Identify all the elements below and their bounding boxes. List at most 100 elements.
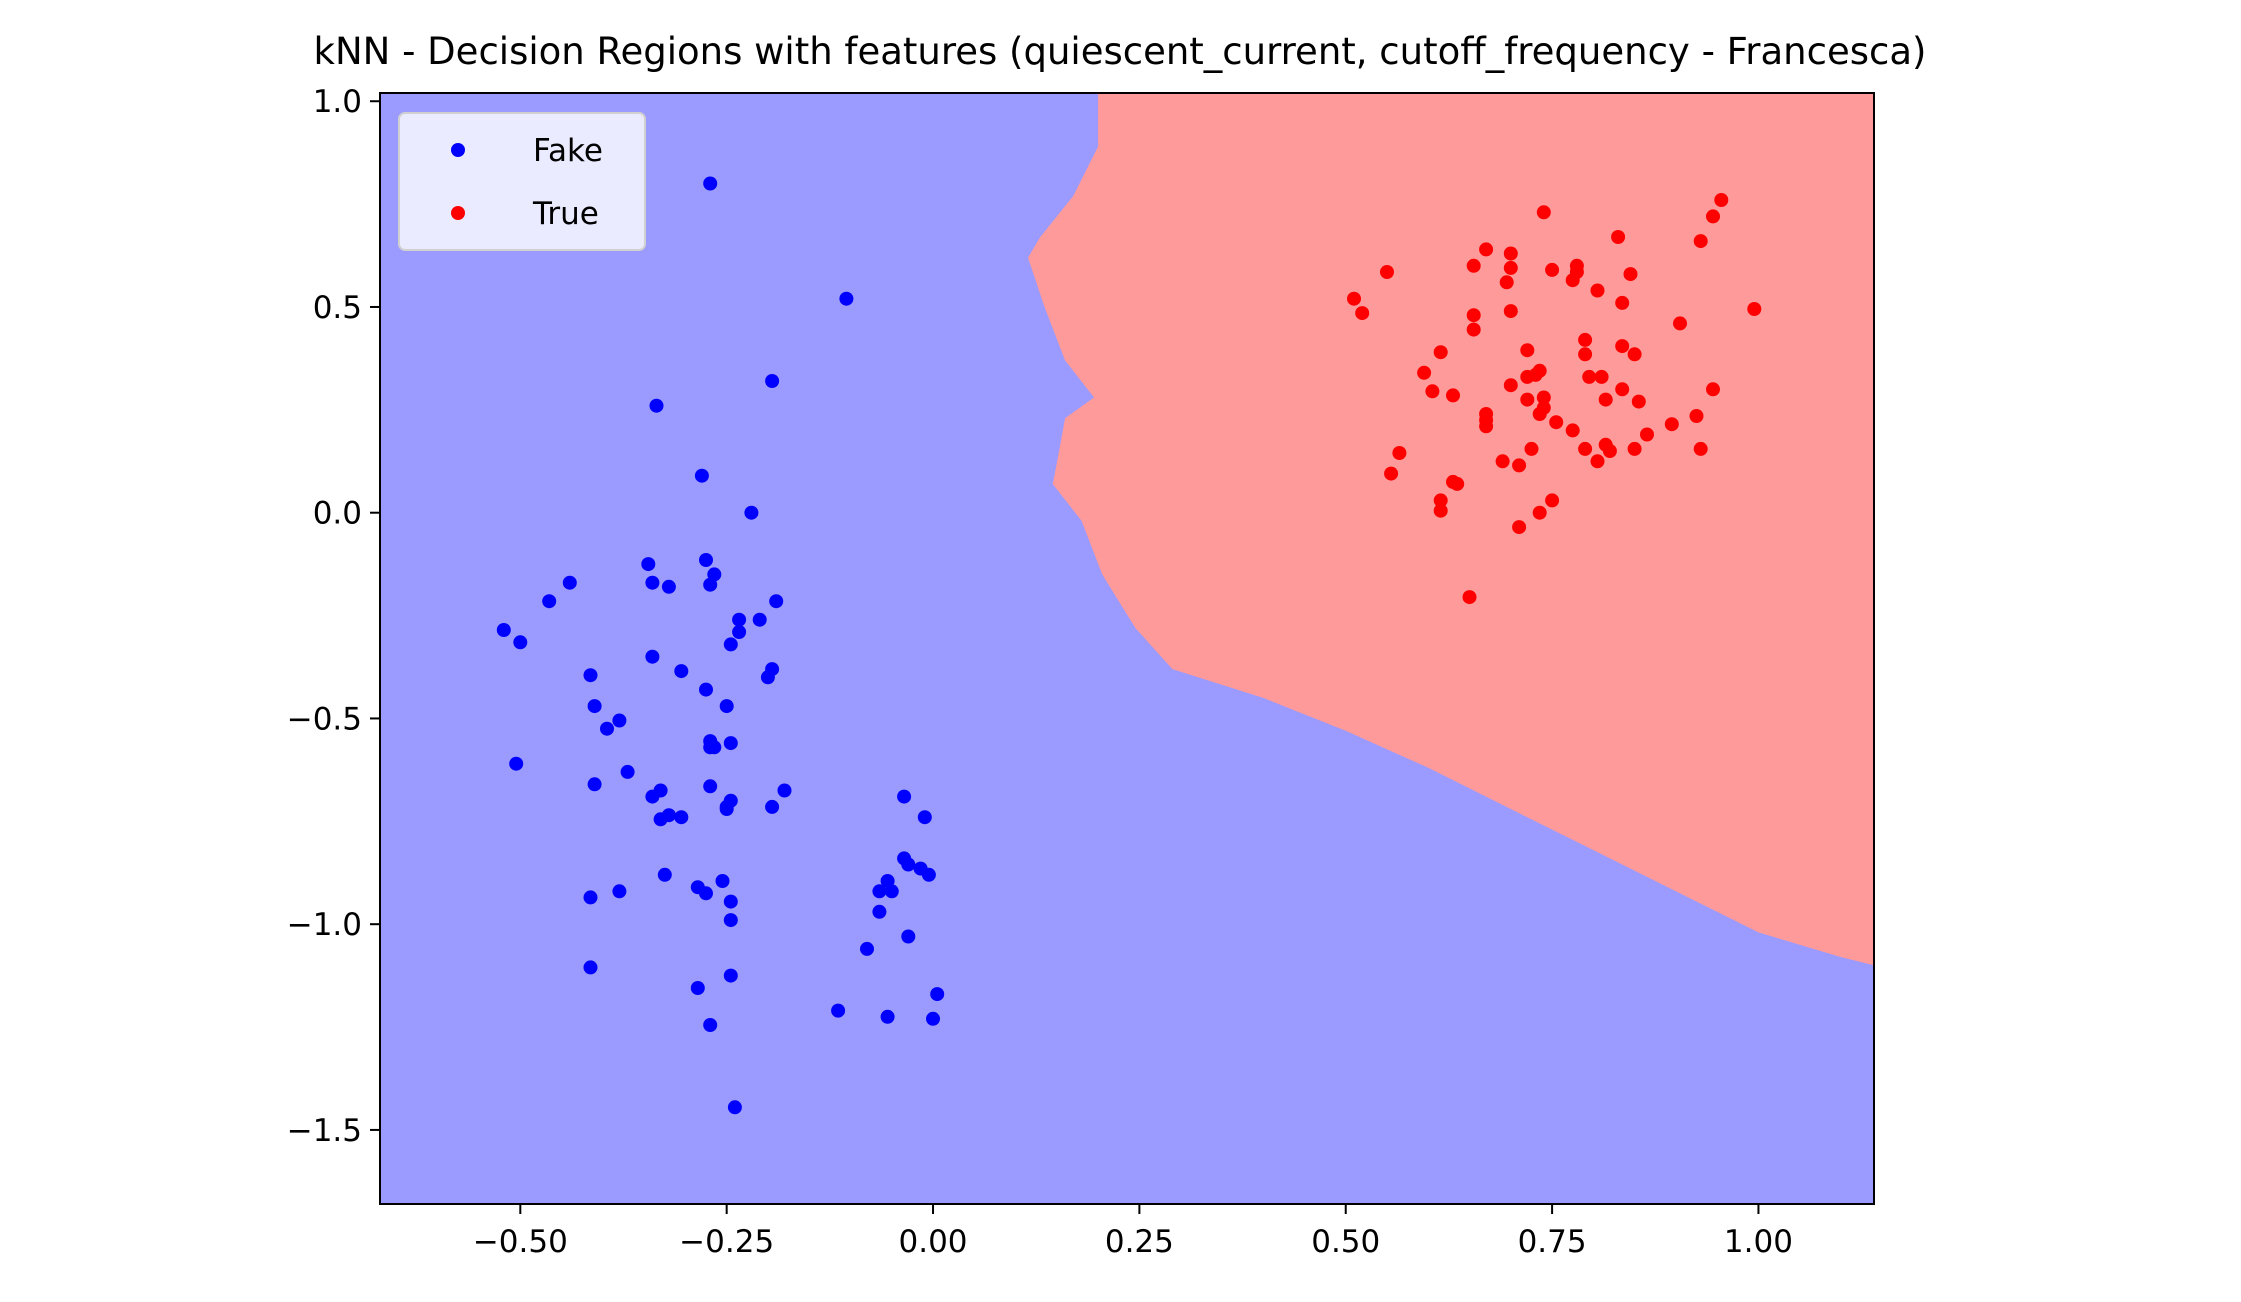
point-true-52 <box>1479 419 1494 434</box>
point-true-70 <box>1433 503 1448 518</box>
point-fake-28 <box>587 699 602 714</box>
point-fake-73 <box>831 1003 846 1018</box>
x-tick-label-6: 1.00 <box>1724 1224 1793 1260</box>
point-true-0 <box>1714 193 1729 207</box>
point-true-27 <box>1433 345 1448 360</box>
point-fake-58 <box>657 867 672 882</box>
decision-region-true <box>1028 93 1874 966</box>
point-true-58 <box>1524 441 1539 456</box>
point-true-69 <box>1433 493 1448 508</box>
point-fake-17 <box>752 612 767 627</box>
point-true-39 <box>1706 382 1720 397</box>
point-fake-19 <box>732 625 747 639</box>
point-true-34 <box>1532 363 1547 378</box>
point-true-33 <box>1417 365 1432 380</box>
x-tick-label-3: 0.25 <box>1105 1224 1174 1260</box>
point-fake-37 <box>620 764 635 779</box>
point-true-21 <box>1503 304 1518 319</box>
point-fake-25 <box>760 670 775 685</box>
point-fake-5 <box>744 505 759 520</box>
y-tick-label-4: −1.0 <box>287 907 362 943</box>
point-true-19 <box>1355 306 1370 321</box>
point-true-24 <box>1466 322 1481 337</box>
point-fake-1 <box>839 291 854 306</box>
point-fake-23 <box>674 664 689 679</box>
point-fake-2 <box>765 374 780 388</box>
x-tick-label-4: 0.50 <box>1311 1224 1380 1260</box>
point-true-40 <box>1425 384 1440 399</box>
point-true-41 <box>1446 388 1460 403</box>
point-true-18 <box>1615 295 1630 310</box>
point-true-23 <box>1673 316 1687 331</box>
point-fake-61 <box>699 886 713 901</box>
legend-label-fake: Fake <box>533 133 603 169</box>
point-fake-69 <box>583 960 598 975</box>
point-true-74 <box>1462 590 1477 605</box>
legend-marker-true <box>451 206 465 220</box>
point-fake-45 <box>674 810 689 825</box>
point-true-63 <box>1627 441 1642 456</box>
y-tick-label-0: 1.0 <box>313 84 362 120</box>
point-true-56 <box>1392 446 1407 460</box>
point-fake-74 <box>880 1009 895 1024</box>
point-true-5 <box>1479 242 1494 257</box>
y-tick-label-5: −1.5 <box>287 1113 362 1149</box>
legend: Fake True <box>398 112 646 251</box>
point-fake-9 <box>562 575 577 590</box>
point-fake-8 <box>542 594 557 609</box>
point-fake-22 <box>583 668 598 683</box>
point-true-14 <box>1499 275 1514 290</box>
point-fake-48 <box>765 799 780 814</box>
point-fake-36 <box>587 777 602 792</box>
point-fake-4 <box>694 468 709 483</box>
x-tick-label-0: −0.50 <box>473 1224 568 1260</box>
point-true-43 <box>1520 392 1535 407</box>
point-fake-56 <box>872 884 887 899</box>
point-true-25 <box>1578 332 1593 347</box>
point-true-1 <box>1706 209 1720 224</box>
point-fake-12 <box>661 579 676 594</box>
point-true-9 <box>1503 260 1518 275</box>
point-fake-70 <box>723 968 738 983</box>
point-true-12 <box>1569 258 1584 273</box>
point-true-62 <box>1590 454 1605 469</box>
point-true-44 <box>1598 392 1613 407</box>
point-true-8 <box>1380 265 1394 279</box>
point-fake-21 <box>645 649 660 664</box>
point-fake-76 <box>703 1018 718 1032</box>
axes-frame <box>379 92 1875 1205</box>
point-true-42 <box>1536 390 1551 405</box>
point-fake-30 <box>600 721 614 736</box>
point-fake-50 <box>917 810 932 825</box>
point-fake-31 <box>509 756 524 771</box>
point-true-72 <box>1545 493 1560 508</box>
point-true-30 <box>1627 347 1642 362</box>
point-fake-47 <box>777 783 792 798</box>
point-fake-63 <box>612 884 627 899</box>
point-fake-44 <box>661 808 676 823</box>
point-fake-65 <box>723 913 738 928</box>
point-fake-27 <box>719 699 734 714</box>
point-true-26 <box>1615 339 1630 354</box>
point-true-45 <box>1631 394 1646 409</box>
point-fake-59 <box>715 874 730 888</box>
point-true-4 <box>1693 234 1708 249</box>
point-true-3 <box>1611 230 1626 244</box>
point-true-7 <box>1466 258 1481 273</box>
point-fake-6 <box>496 623 511 637</box>
point-true-13 <box>1623 267 1638 282</box>
point-true-53 <box>1664 417 1679 432</box>
y-tick-label-3: −0.5 <box>287 701 362 737</box>
point-fake-16 <box>769 594 784 609</box>
point-fake-10 <box>641 557 656 572</box>
point-fake-75 <box>926 1011 940 1026</box>
point-fake-57 <box>884 884 899 899</box>
point-true-73 <box>1512 520 1527 535</box>
point-fake-52 <box>901 857 916 872</box>
point-true-71 <box>1532 505 1547 520</box>
point-fake-71 <box>690 981 705 995</box>
x-axis: −0.50 −0.25 0.00 0.25 0.50 0.75 1.00 <box>473 1204 1793 1260</box>
point-fake-72 <box>930 987 945 1002</box>
point-true-36 <box>1594 369 1609 384</box>
